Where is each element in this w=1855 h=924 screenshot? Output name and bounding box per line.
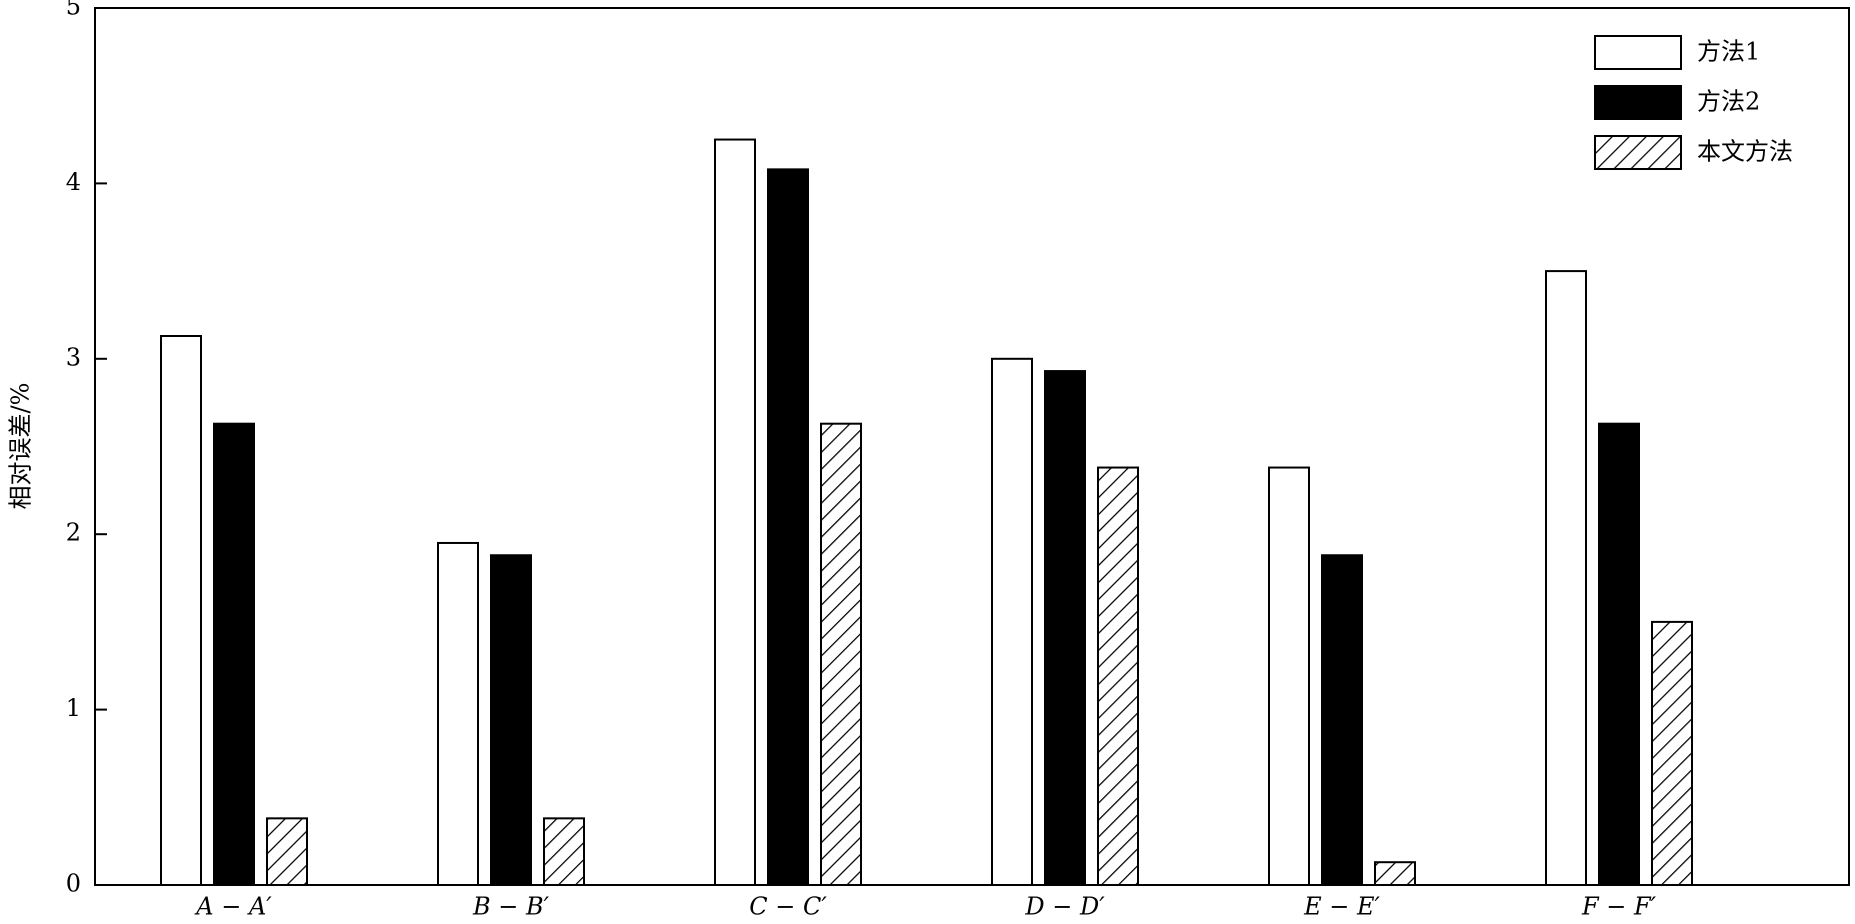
x-tick-label: C − C′: [749, 893, 827, 921]
y-tick-label: 5: [66, 0, 81, 21]
bar: [1268, 466, 1310, 886]
x-tick-label: D − D′: [1024, 893, 1105, 921]
bar: [543, 817, 585, 887]
legend-swatch: [1594, 135, 1682, 170]
bar: [1097, 466, 1139, 886]
bar: [1598, 422, 1640, 886]
bar: [1044, 370, 1086, 886]
bar: [820, 422, 862, 886]
bar: [490, 554, 532, 886]
bar: [991, 357, 1033, 886]
y-tick-label: 0: [66, 870, 81, 898]
bar: [160, 334, 202, 886]
bar: [437, 541, 479, 886]
plot-frame: [94, 7, 1850, 886]
bar: [1545, 270, 1587, 887]
legend-label: 方法2: [1697, 88, 1760, 116]
y-axis-label: 相对误差/%: [7, 383, 35, 510]
legend-swatch: [1594, 85, 1682, 120]
y-tick-label: 1: [66, 694, 81, 722]
legend-label: 本文方法: [1697, 138, 1793, 166]
y-tick-label: 4: [66, 168, 81, 196]
bar: [767, 168, 809, 887]
bar: [1321, 554, 1363, 886]
x-tick-label: F − F′: [1581, 893, 1657, 921]
bar: [213, 422, 255, 886]
bar: [1374, 861, 1416, 886]
x-tick-label: A − A′: [194, 893, 272, 921]
bar: [266, 817, 308, 887]
x-tick-label: E − E′: [1303, 893, 1380, 921]
bar: [714, 138, 756, 887]
bar: [1651, 620, 1693, 887]
legend-swatch: [1594, 35, 1682, 70]
y-tick-label: 3: [66, 343, 81, 371]
x-tick-label: B − B′: [472, 893, 550, 921]
y-tick-label: 2: [66, 519, 81, 547]
legend-label: 方法1: [1697, 38, 1760, 66]
